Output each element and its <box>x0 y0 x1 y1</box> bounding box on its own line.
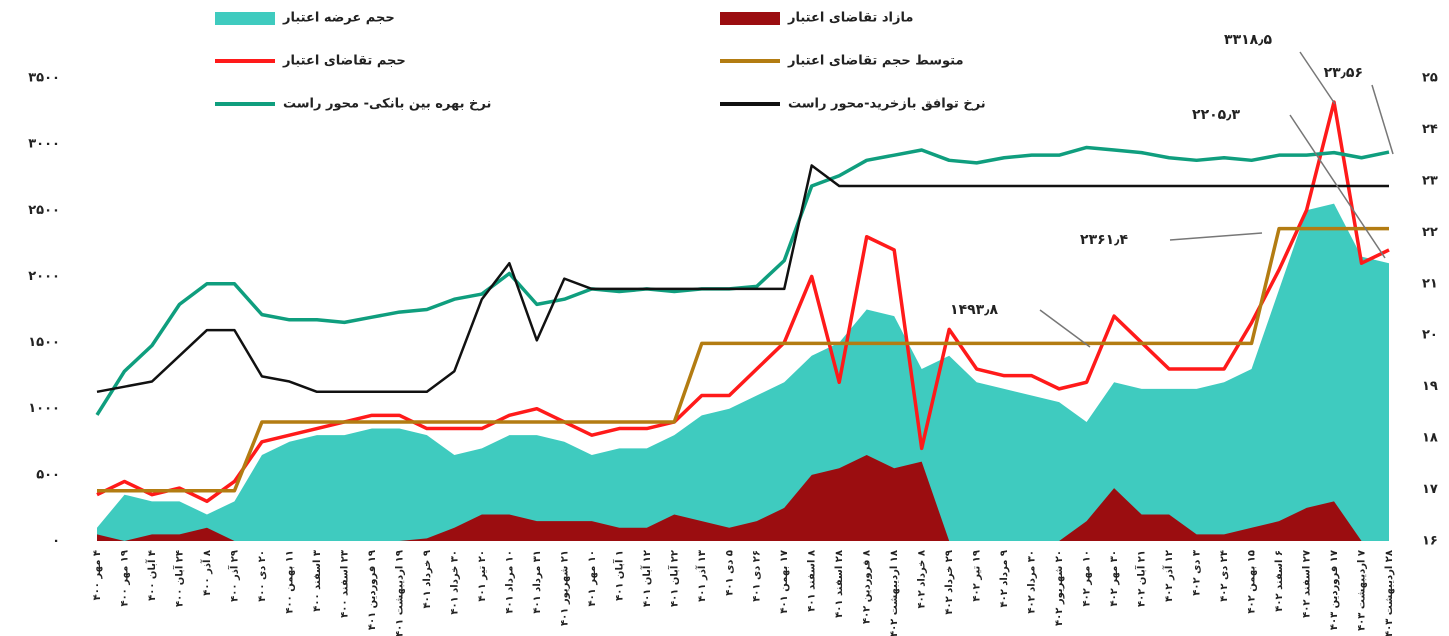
x-tick-label: ۴ مهر ۴۰۰ <box>92 550 103 600</box>
y-tick-label: ۲۵۰۰ <box>28 203 60 218</box>
y-tick-label: ۰ <box>52 534 60 549</box>
x-tick-label: ۳ اسفند ۴۰۰ <box>312 550 323 612</box>
y-tick-label: ۳۰۰۰ <box>28 137 60 152</box>
area <box>97 455 1389 541</box>
x-tick-label: ۹ مرداد ۴۰۲ <box>999 550 1010 608</box>
annotation: ۱۴۹۳٫۸ <box>950 302 998 318</box>
y-tick-label: ۱۵۰۰ <box>28 335 60 350</box>
x-tick-label: ۱۲ آبان ۴۰۱ <box>640 550 653 607</box>
x-tick-label: ۳۰ مرداد ۴۰۲ <box>1027 550 1038 614</box>
legend-label: مازاد تقاضای اعتبار <box>787 11 913 26</box>
x-tick-label: ۶ اسفند ۴۰۲ <box>1274 550 1285 612</box>
x-tick-label: ۸ اسفند ۴۰۱ <box>807 550 818 612</box>
x-tick-label: ۱۲ آذر ۴۰۲ <box>1162 550 1175 602</box>
area <box>97 203 1389 541</box>
x-tick-label: ۱۰ مهر ۴۰۱ <box>587 550 598 607</box>
annotation-leader <box>1289 114 1386 259</box>
legend-swatch <box>215 12 275 25</box>
y-tick-label: ۱۰۰۰ <box>28 401 60 416</box>
x-tick-label: ۱۰ مهر ۴۰۲ <box>1082 550 1093 607</box>
annotation: ۲۳۶۱٫۴ <box>1080 232 1128 248</box>
x-tick-label: ۱۹ تیر ۴۰۲ <box>972 550 983 602</box>
x-tick-label: ۱۰ مرداد ۴۰۱ <box>504 550 515 614</box>
x-tick-label: ۵ دی ۴۰۱ <box>724 550 735 596</box>
x-tick-label: ۲۱ شهریور ۴۰۱ <box>559 550 570 626</box>
x-tick-label: ۹ خرداد ۴۰۱ <box>422 550 433 609</box>
x-tick-label: ۲۰ دی ۴۰۰ <box>257 550 268 602</box>
x-tick-label: ۱۳ آذر ۴۰۱ <box>695 550 708 602</box>
x-tick-label: ۲۴ آبان ۴۰۰ <box>172 550 185 607</box>
y2-tick-label: ۱۶ <box>1422 534 1438 549</box>
x-tick-label: ۲۹ خرداد ۴۰۲ <box>944 550 955 615</box>
x-tick-label: ۴ آبان ۴۰۰ <box>145 550 158 601</box>
x-tick-label: ۸ فروردین ۴۰۲ <box>862 550 873 624</box>
annotation-leader <box>1169 232 1263 241</box>
legend-label: حجم تقاضای اعتبار <box>282 54 406 69</box>
x-tick-label: ۸ خرداد ۴۰۲ <box>917 550 928 609</box>
annotation: ۲۲۰۵٫۳ <box>1192 107 1240 123</box>
legend-label: متوسط حجم تقاضای اعتبار <box>787 54 964 69</box>
x-tick-label: ۱۹ فروردین ۴۰۱ <box>367 550 378 630</box>
x-tick-label: ۸ آذر ۴۰۰ <box>200 550 213 596</box>
annotation-leader <box>1299 51 1336 105</box>
y-tick-label: ۲۰۰۰ <box>28 269 60 284</box>
legend-label: حجم عرضه اعتبار <box>282 11 395 26</box>
x-tick-label: ۲۷ اسفند ۴۰۲ <box>1302 550 1313 618</box>
x-tick-label: ۱ آبان ۴۰۱ <box>612 550 625 601</box>
y-tick-label: ۵۰۰ <box>36 467 60 482</box>
line <box>96 164 1389 394</box>
y2-tick-label: ۱۷ <box>1422 482 1438 497</box>
y2-tick-label: ۲۳ <box>1422 173 1438 188</box>
annotation-leader <box>1039 309 1091 348</box>
x-tick-label: ۱۹ اردیبهشت ۴۰۱ <box>394 550 405 636</box>
x-tick-label: ۲۱ آبان ۴۰۲ <box>1135 550 1148 607</box>
annotation: ۳۳۱۸٫۵ <box>1224 32 1272 48</box>
x-tick-label: ۲۰ تیر ۴۰۱ <box>477 550 488 602</box>
y-tick-label: ۳۵۰۰ <box>28 71 60 86</box>
x-tick-label: ۲۸ اردیبهشت ۴۰۳ <box>1384 550 1395 636</box>
x-tick-label: ۱۹ مهر ۴۰۰ <box>119 550 130 607</box>
y2-tick-label: ۱۸ <box>1422 431 1438 446</box>
y2-tick-label: ۱۹ <box>1422 379 1438 394</box>
legend-swatch <box>720 12 780 25</box>
x-tick-label: ۳ دی ۴۰۲ <box>1192 550 1203 596</box>
x-tick-label: ۳۰ مهر ۴۰۲ <box>1109 550 1120 607</box>
line <box>97 226 1389 493</box>
legend-label: نرخ توافق بازخرید-محور راست <box>788 97 986 112</box>
y2-tick-label: ۲۱ <box>1422 276 1438 291</box>
x-tick-label: ۷ اردیبهشت ۴۰۳ <box>1357 550 1368 631</box>
x-tick-label: ۲۶ دی ۴۰۱ <box>752 550 763 602</box>
y2-tick-label: ۲۴ <box>1422 122 1438 137</box>
annotation-leader <box>1371 84 1394 155</box>
annotation: ۲۳٫۵۶ <box>1324 65 1363 81</box>
y2-tick-label: ۲۲ <box>1422 225 1438 240</box>
x-tick-label: ۲۰ شهریور ۴۰۲ <box>1054 550 1065 626</box>
x-tick-label: ۱۷ بهمن ۴۰۱ <box>779 550 790 614</box>
x-tick-label: ۲۲ آبان ۴۰۱ <box>667 550 680 607</box>
line <box>96 100 1390 504</box>
x-tick-label: ۲۸ اسفند ۴۰۱ <box>834 550 845 618</box>
y2-tick-label: ۲۰ <box>1422 328 1438 343</box>
x-tick-label: ۲۳ اسفند ۴۰۰ <box>339 550 350 618</box>
y2-tick-label: ۲۵ <box>1422 71 1438 86</box>
x-tick-label: ۲۴ دی ۴۰۲ <box>1219 550 1230 602</box>
x-tick-label: ۳۰ خرداد ۴۰۱ <box>449 550 460 615</box>
x-tick-label: ۲۹ آذر ۴۰۰ <box>227 550 240 602</box>
x-tick-label: ۳۱ مرداد ۴۰۱ <box>532 550 543 614</box>
x-tick-label: ۱۱ بهمن ۴۰۰ <box>284 550 295 614</box>
line <box>95 145 1390 416</box>
x-tick-label: ۱۷ فروردین ۴۰۳ <box>1329 550 1340 630</box>
x-tick-label: ۱۵ بهمن ۴۰۲ <box>1247 550 1258 614</box>
legend-label: نرخ بهره بین بانکی- محور راست <box>283 97 491 112</box>
x-tick-label: ۱۸ اردیبهشت ۴۰۲ <box>889 550 900 636</box>
